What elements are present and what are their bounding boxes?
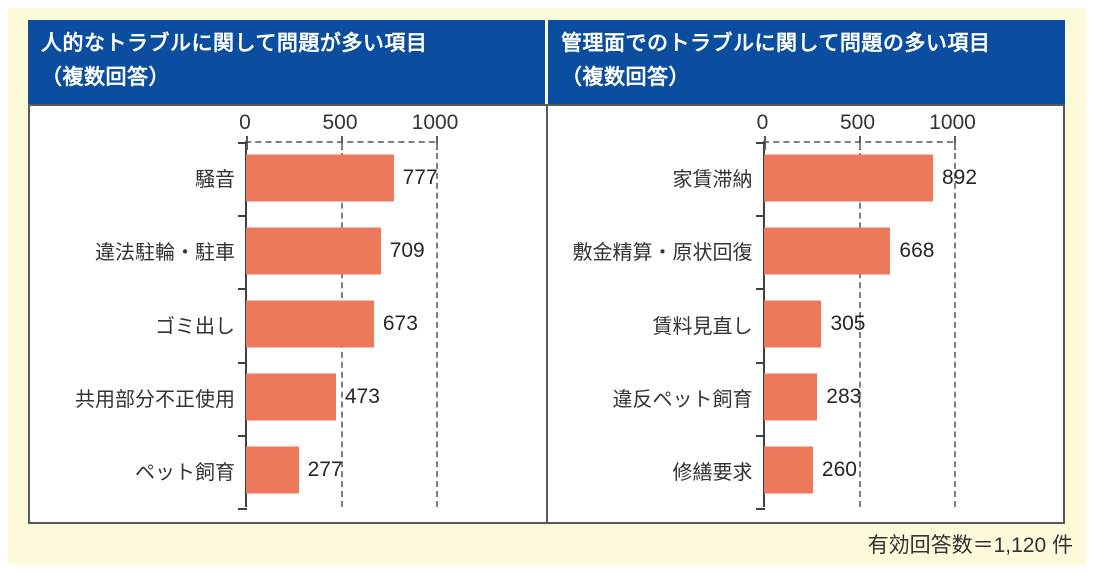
rows: 騒音 777 違法駐輪・駐車 709 ゴミ出し 673 共用部分不正使用 473 ペット飼育 27… [30, 141, 546, 507]
value-label: 283 [826, 385, 862, 409]
bar-row: 敷金精算・原状回復 668 [548, 214, 1064, 287]
bar-row: 共用部分不正使用 473 [30, 361, 546, 434]
rows: 家賃滞納 892 敷金精算・原状回復 668 賃料見直し 305 違反ペット飼育 283 修繕要… [548, 141, 1064, 507]
bar [763, 154, 933, 202]
category-label: 騒音 [195, 169, 235, 192]
category-label: 違法駐輪・駐車 [95, 242, 235, 265]
valid-responses-note: 有効回答数＝1,120 件 [867, 534, 1073, 557]
left-bar-chart: 騒音 777 違法駐輪・駐車 709 ゴミ出し 673 共用部分不正使用 473 ペット飼育 27… [30, 106, 548, 522]
left-chart-title: 人的なトラブルに関して問題が多い項目 （複数回答） [28, 20, 545, 104]
bar [246, 154, 394, 202]
charts-container: 騒音 777 違法駐輪・駐車 709 ゴミ出し 673 共用部分不正使用 473 ペット飼育 27… [28, 104, 1065, 524]
bar [763, 373, 818, 421]
y-axis-tick-mark [755, 142, 765, 144]
value-label: 709 [389, 238, 425, 262]
category-label: 共用部分不正使用 [75, 388, 235, 411]
figure: 人的なトラブルに関して問題が多い項目 （複数回答） 管理面でのトラブルに関して問… [28, 20, 1065, 524]
bar [246, 446, 299, 494]
right-chart-title: 管理面でのトラブルに関して問題の多い項目 （複数回答） [548, 20, 1065, 104]
gridline [436, 143, 438, 507]
y-axis-tick-mark [238, 508, 247, 510]
y-axis-tick-mark [238, 215, 247, 218]
x-axis-tick-label: 0 [239, 111, 251, 134]
bar-row: ゴミ出し 673 [30, 287, 546, 360]
gridline [953, 143, 956, 507]
bar-row: 家賃滞納 892 [548, 141, 1064, 214]
value-label: 673 [382, 312, 418, 335]
bar-row: 騒音 777 [30, 141, 546, 214]
y-axis-tick-mark [755, 215, 765, 218]
right-chart-title-line1: 管理面でのトラブルに関して問題の多い項目 [561, 32, 991, 55]
y-axis-tick-mark [238, 434, 247, 437]
y-axis-tick-mark [755, 508, 765, 510]
value-label: 260 [821, 458, 857, 482]
category-label: ゴミ出し [155, 315, 235, 338]
bar-row: 賃料見直し 305 [548, 287, 1064, 360]
bar-row: ペット飼育 277 [30, 434, 546, 507]
left-chart-title-line1: 人的なトラブルに関して問題が多い項目 [41, 32, 428, 55]
category-label: ペット飼育 [135, 461, 235, 484]
y-axis-tick-mark [755, 434, 765, 437]
bar [246, 300, 374, 348]
bar [763, 300, 822, 348]
x-axis-tick-mark [246, 136, 248, 150]
y-axis-tick-mark [755, 361, 765, 364]
y-axis-tick-mark [238, 361, 247, 364]
value-label: 473 [344, 385, 380, 409]
category-label: 賃料見直し [652, 315, 753, 338]
value-label: 892 [941, 165, 978, 189]
bar-row: 違反ペット飼育 283 [548, 361, 1064, 434]
right-chart-title-line2: （複数回答） [561, 66, 690, 90]
category-label: 修繕要求 [672, 461, 753, 484]
bar [763, 446, 813, 494]
value-label: 668 [899, 238, 935, 262]
value-label: 305 [830, 312, 866, 335]
bar [246, 373, 336, 421]
left-chart-title-line2: （複数回答） [41, 66, 170, 90]
y-axis-tick-mark [238, 142, 247, 144]
x-axis-tick-label: 500 [322, 111, 358, 134]
panel-headers: 人的なトラブルに関して問題が多い項目 （複数回答） 管理面でのトラブルに関して問… [28, 20, 1065, 104]
category-label: 家賃滞納 [672, 169, 753, 192]
category-label: 違反ペット飼育 [612, 388, 753, 411]
y-axis-tick-mark [238, 288, 247, 291]
figure-background: 人的なトラブルに関して問題が多い項目 （複数回答） 管理面でのトラブルに関して問… [8, 8, 1086, 565]
x-axis-tick-label: 500 [839, 111, 876, 134]
y-axis-tick-mark [755, 288, 765, 291]
category-label: 敷金精算・原状回復 [572, 242, 753, 265]
right-bar-chart: 家賃滞納 892 敷金精算・原状回復 668 賃料見直し 305 違反ペット飼育 283 修繕要… [548, 106, 1064, 522]
bar [246, 227, 381, 275]
gridline [858, 143, 861, 507]
value-label: 277 [307, 458, 343, 482]
x-axis-tick-label: 0 [756, 111, 769, 134]
x-axis-tick-mark [763, 136, 766, 150]
x-axis-tick-label: 1000 [929, 111, 976, 134]
bar-row: 修繕要求 260 [548, 434, 1064, 507]
bar [763, 227, 891, 275]
x-axis-tick-label: 1000 [411, 111, 459, 134]
value-label: 777 [402, 165, 438, 189]
bar-row: 違法駐輪・駐車 709 [30, 214, 546, 287]
